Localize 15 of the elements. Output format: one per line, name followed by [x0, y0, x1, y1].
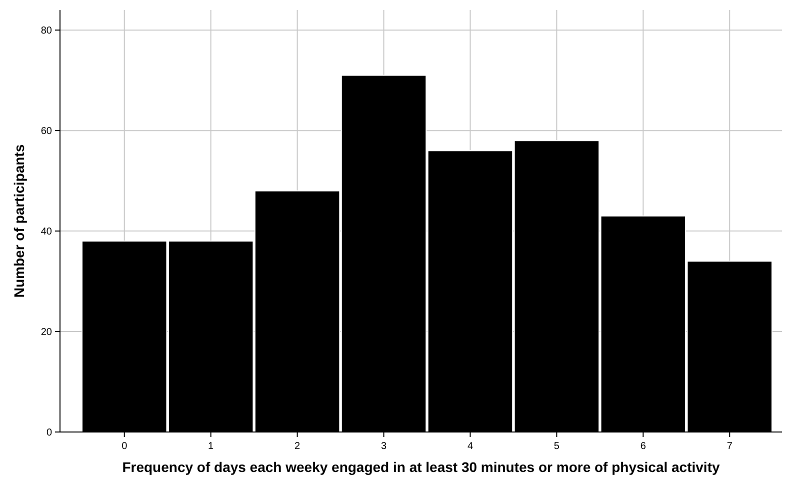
x-tick-label: 7	[726, 441, 733, 452]
x-tick-label: 1	[208, 441, 214, 452]
x-tick-label: 0	[122, 441, 128, 452]
x-tick-label: 2	[294, 441, 301, 452]
y-tick-label: 0	[46, 428, 52, 438]
y-tick-label: 40	[40, 226, 52, 238]
x-axis-title: Frequency of days each weeky engaged in at least 30 minutes or more of physical activity	[122, 459, 720, 475]
x-tick-label: 5	[554, 441, 560, 452]
x-tick-label: 4	[467, 441, 474, 452]
y-tick-label: 60	[40, 126, 52, 138]
x-tick-label: 6	[640, 441, 646, 452]
y-axis-title: Number of participants	[11, 144, 27, 298]
y-tick-label: 20	[40, 327, 52, 338]
x-tick-label: 3	[380, 441, 387, 452]
y-tick-label: 80	[40, 26, 52, 37]
